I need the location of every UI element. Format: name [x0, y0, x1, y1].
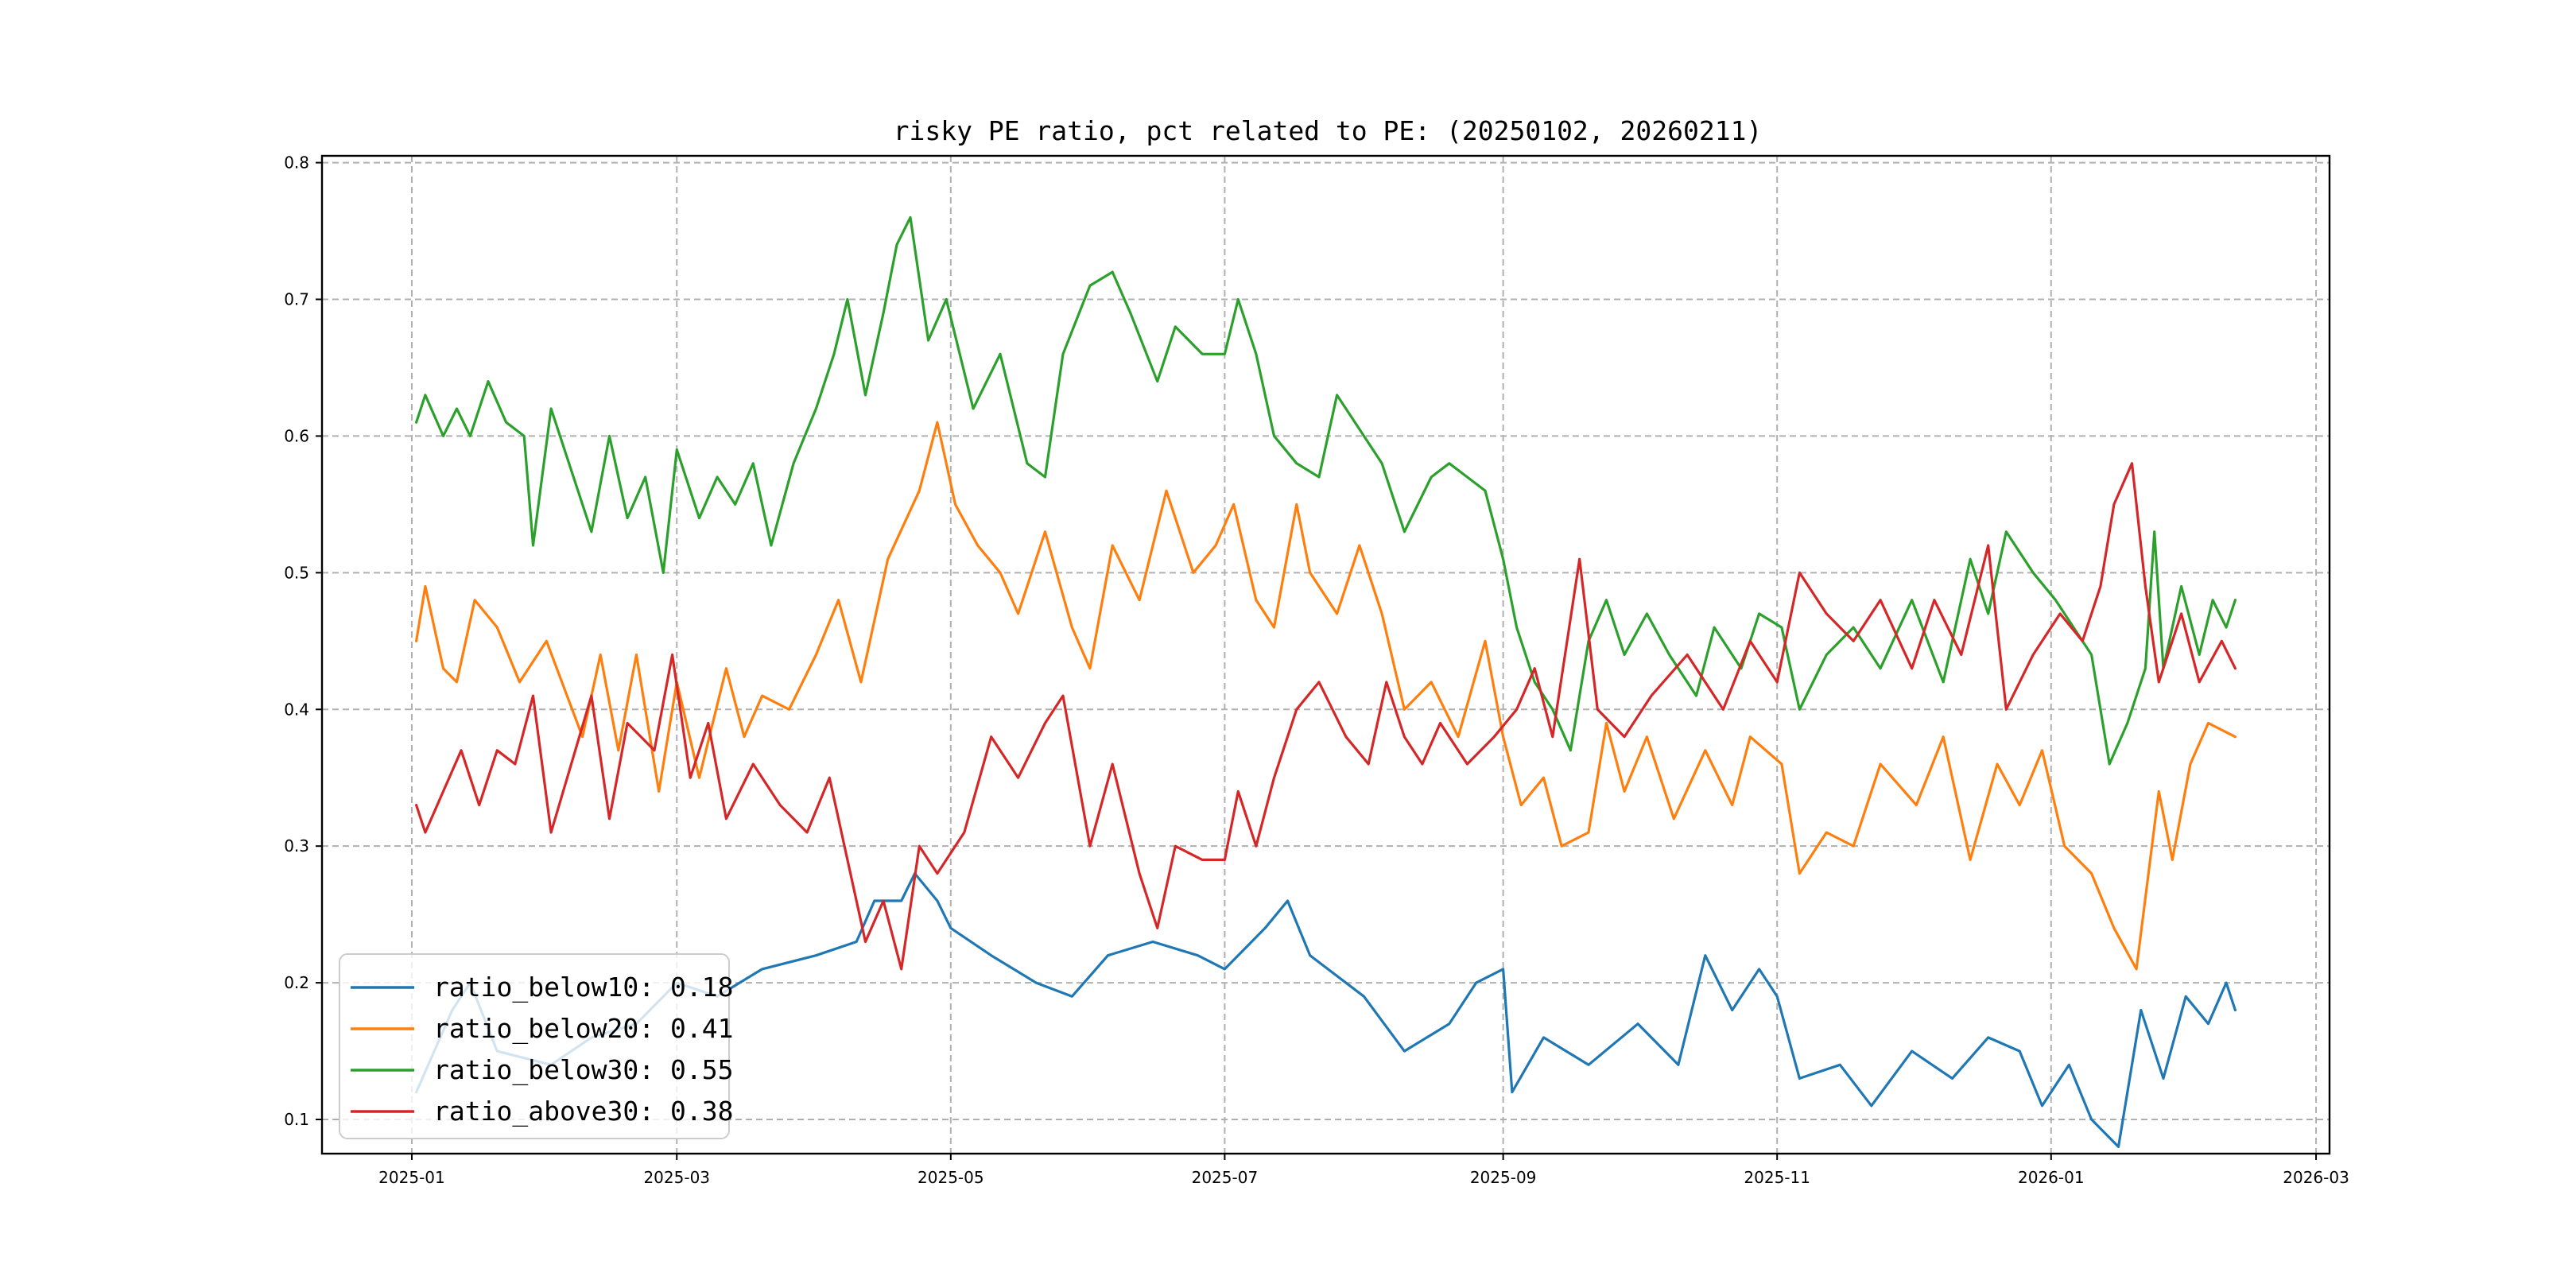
series-line-ratio-below20: [414, 421, 2237, 971]
x-tick-label: 2026-01: [2018, 1168, 2085, 1187]
y-tick-label: 0.5: [284, 563, 309, 582]
x-tick-label: 2025-03: [643, 1168, 710, 1187]
y-tick-label: 0.3: [284, 836, 309, 855]
series-lines: [414, 215, 2237, 1149]
x-tick-label: 2025-07: [1192, 1168, 1259, 1187]
y-tick-label: 0.7: [284, 290, 309, 309]
legend-label: ratio_below30: 0.55: [433, 1054, 734, 1086]
y-tick-label: 0.1: [284, 1110, 309, 1129]
y-tick-label: 0.6: [284, 426, 309, 445]
y-tick-label: 0.4: [284, 700, 309, 719]
x-tick-label: 2026-03: [2283, 1168, 2349, 1187]
axes: 0.1 0.2 0.3 0.4 0.5 0.6 0.7 0.8 2025-01 2025-03 20…: [284, 153, 2349, 1187]
legend-label: ratio_below10: 0.18: [433, 972, 734, 1003]
legend-label: ratio_above30: 0.38: [433, 1096, 734, 1127]
x-tick-label: 2025-01: [378, 1168, 445, 1187]
chart-title: risky PE ratio, pct related to PE: (2025…: [894, 115, 1763, 146]
legend-label: ratio_below20: 0.41: [433, 1013, 734, 1045]
series-line-ratio-below10: [414, 871, 2237, 1149]
x-tick-label: 2025-09: [1470, 1168, 1537, 1187]
legend: ratio_below10: 0.18 ratio_below20: 0.41 ra…: [339, 953, 734, 1139]
x-tick-label: 2025-11: [1744, 1168, 1810, 1187]
y-tick-label: 0.2: [284, 973, 309, 992]
series-line-ratio-above30: [414, 462, 2237, 971]
legend-box: [339, 953, 730, 1139]
plot-frame: [320, 154, 2331, 1155]
y-tick-label: 0.8: [284, 153, 309, 173]
x-tick-label: 2025-05: [918, 1168, 984, 1187]
